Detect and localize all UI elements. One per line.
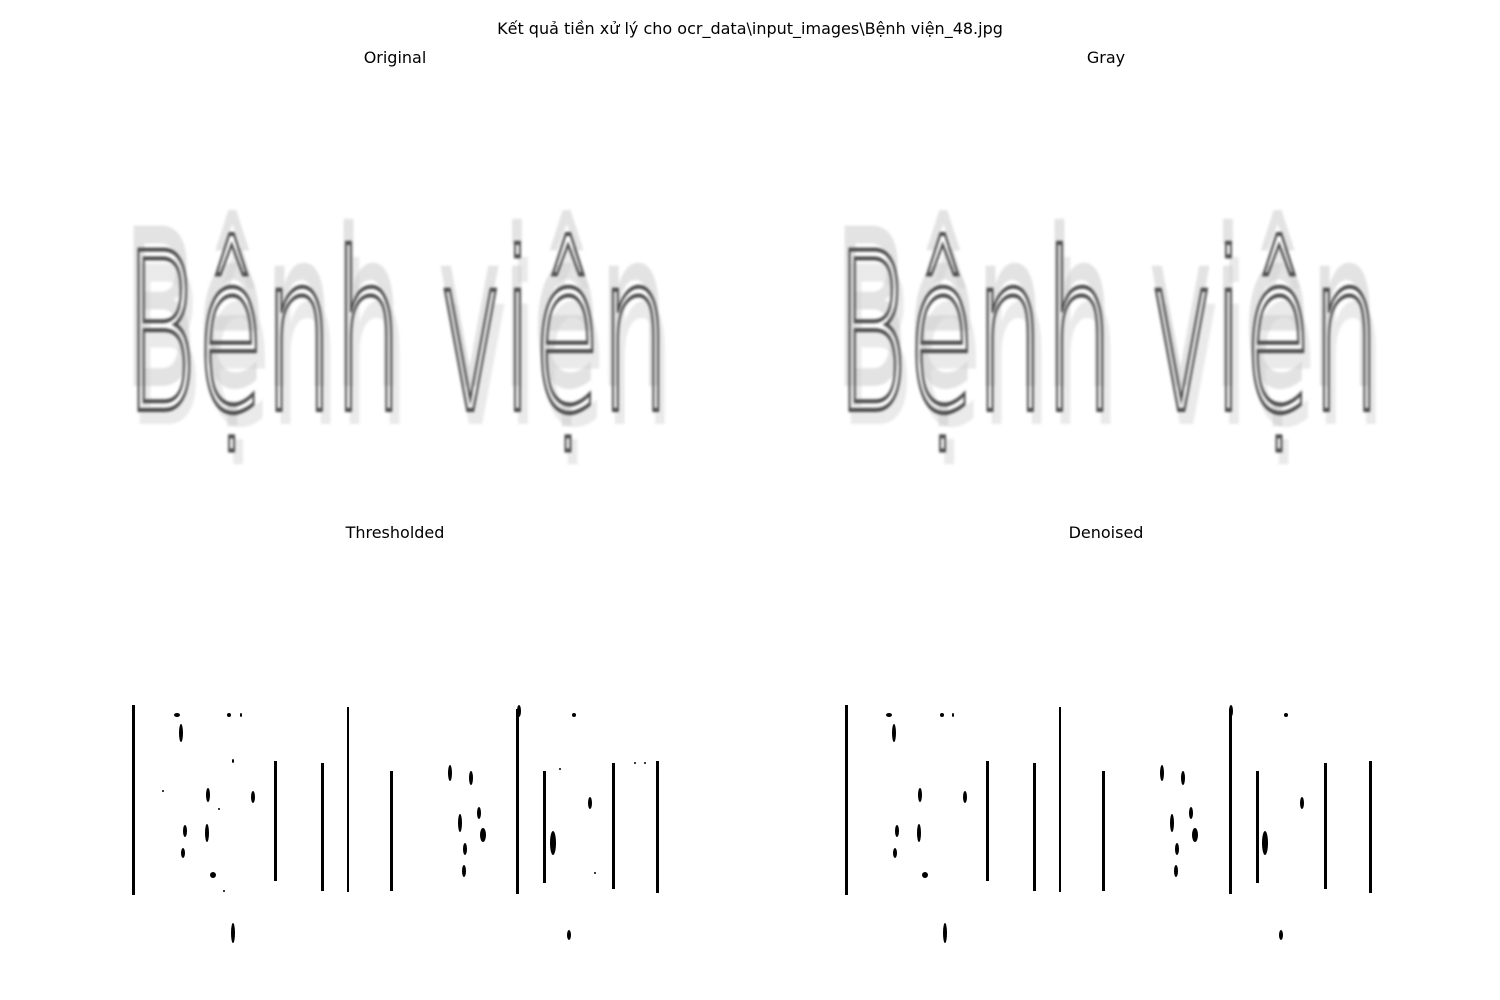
ghost-text-lower: Bệnh viện bbox=[129, 220, 674, 476]
ghost-text-upper: Bệnh viện bbox=[834, 182, 1379, 438]
panel-title-gray: Gray bbox=[1086, 48, 1126, 67]
panel-title-thresholded: Thresholded bbox=[345, 523, 445, 542]
binary-strokes bbox=[845, 705, 1372, 943]
panel-gray-image: Bệnh viện Bệnh viện Bệnh viện bbox=[826, 148, 1386, 508]
binary-strokes bbox=[132, 705, 659, 943]
panel-thresholded-image bbox=[115, 623, 675, 983]
figure-title: Kết quả tiền xử lý cho ocr_data\input_im… bbox=[497, 19, 1003, 38]
panel-original-image: Bệnh viện Bệnh viện Bệnh viện bbox=[115, 148, 675, 508]
soft-text-main: Bệnh viện bbox=[836, 206, 1381, 462]
ghost-text-upper: Bệnh viện bbox=[123, 182, 668, 438]
ghost-text-lower: Bệnh viện bbox=[840, 220, 1385, 476]
soft-text-main: Bệnh viện bbox=[125, 206, 670, 462]
panel-denoised-image bbox=[826, 623, 1386, 983]
panel-title-original: Original bbox=[363, 48, 427, 67]
panel-title-denoised: Denoised bbox=[1068, 523, 1144, 542]
